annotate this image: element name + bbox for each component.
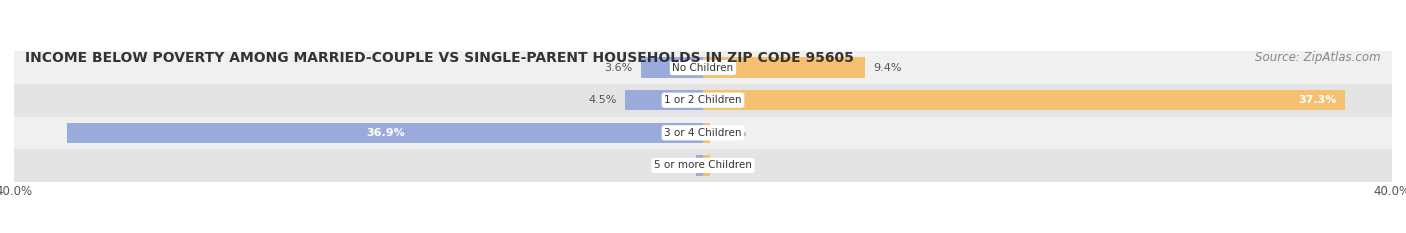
Bar	[696, 155, 703, 175]
Bar	[703, 58, 865, 78]
Text: 3 or 4 Children: 3 or 4 Children	[664, 128, 742, 138]
Bar	[14, 116, 1392, 149]
Bar	[641, 58, 703, 78]
Text: Source: ZipAtlas.com: Source: ZipAtlas.com	[1256, 51, 1381, 64]
Bar	[14, 149, 1392, 182]
Text: 3.6%: 3.6%	[605, 63, 633, 72]
Bar	[703, 155, 710, 175]
Text: 37.3%: 37.3%	[1299, 95, 1337, 105]
Text: 5 or more Children: 5 or more Children	[654, 161, 752, 170]
Bar	[14, 84, 1392, 116]
Text: 9.4%: 9.4%	[873, 63, 903, 72]
Bar	[626, 90, 703, 110]
Text: 36.9%: 36.9%	[366, 128, 405, 138]
Text: 1 or 2 Children: 1 or 2 Children	[664, 95, 742, 105]
Bar	[14, 51, 1392, 84]
Text: No Children: No Children	[672, 63, 734, 72]
Bar	[703, 90, 1346, 110]
Text: 0.0%: 0.0%	[718, 128, 747, 138]
Text: INCOME BELOW POVERTY AMONG MARRIED-COUPLE VS SINGLE-PARENT HOUSEHOLDS IN ZIP COD: INCOME BELOW POVERTY AMONG MARRIED-COUPL…	[25, 51, 853, 65]
Bar	[67, 123, 703, 143]
Text: 0.0%: 0.0%	[659, 161, 688, 170]
Bar	[703, 123, 710, 143]
Text: 0.0%: 0.0%	[718, 161, 747, 170]
Text: 4.5%: 4.5%	[589, 95, 617, 105]
